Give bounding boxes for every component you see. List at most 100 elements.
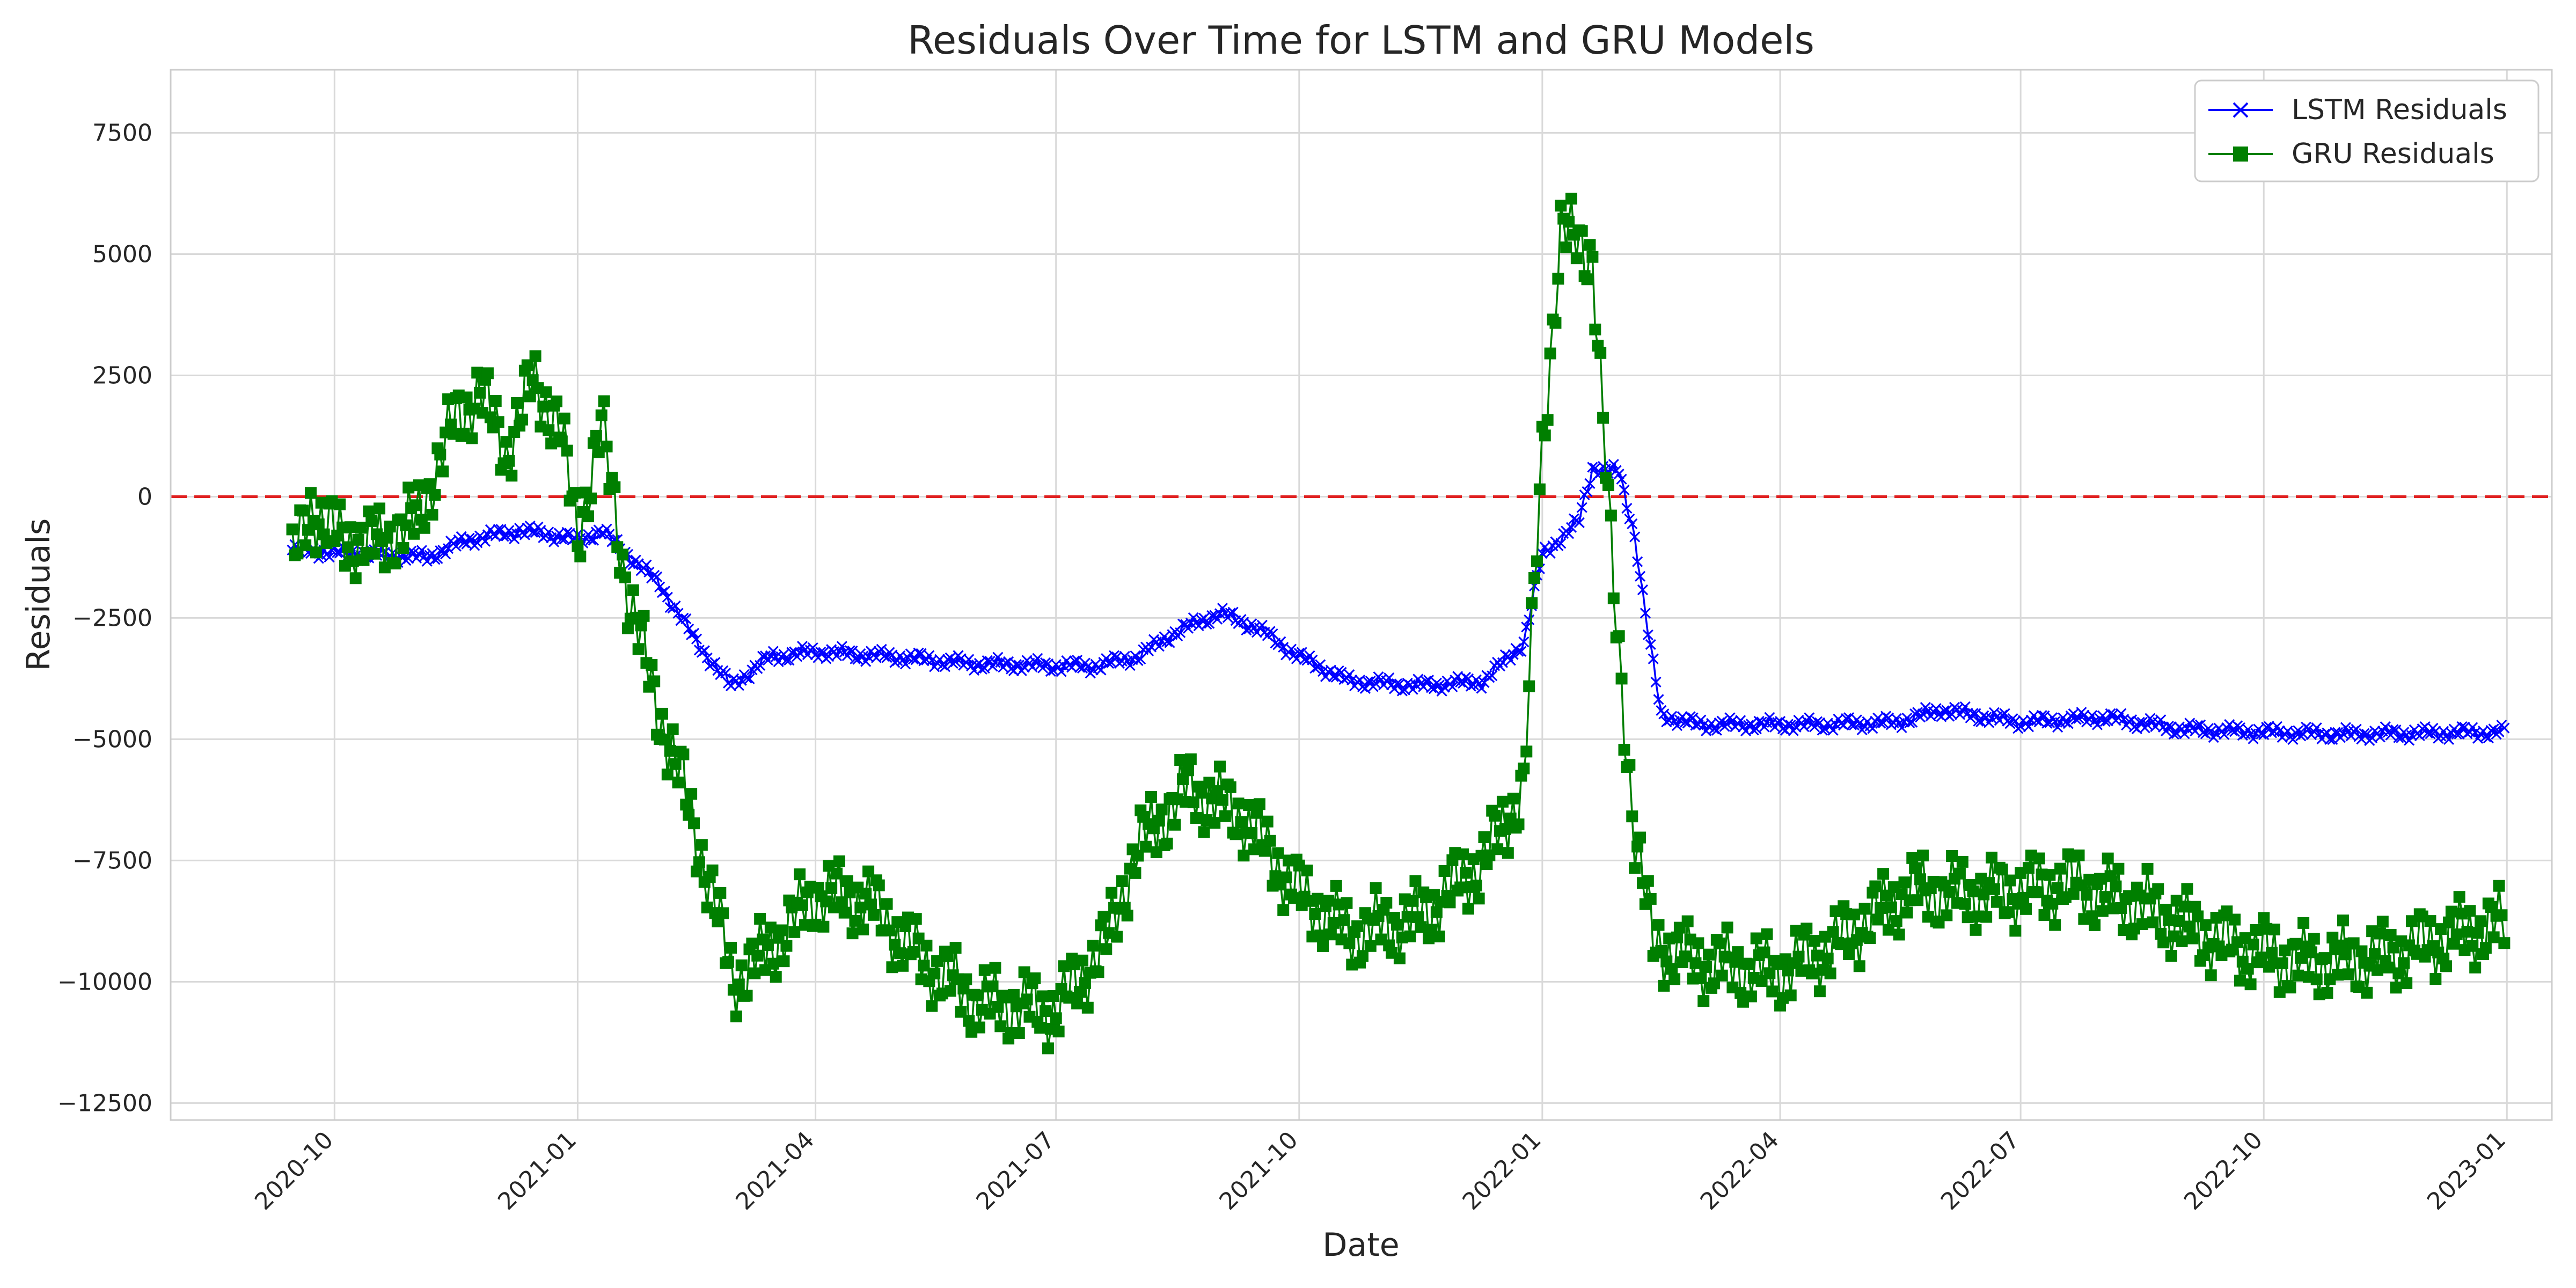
data-point-x-marker [2287, 734, 2299, 745]
y-axis-label: Residuals [20, 518, 57, 671]
data-point-x-marker [548, 536, 560, 547]
data-point-square-marker [1235, 816, 1247, 828]
data-point-square-marker [1885, 901, 1897, 913]
data-point-x-marker [556, 533, 567, 545]
data-point-square-marker [312, 518, 325, 531]
data-point-x-marker [1256, 619, 1268, 631]
data-point-square-marker [931, 955, 943, 967]
data-point-square-marker [489, 395, 502, 407]
data-point-square-marker [2157, 936, 2170, 949]
data-point-square-marker [920, 939, 933, 952]
data-point-x-marker [844, 645, 855, 656]
data-point-x-marker [755, 660, 766, 671]
data-point-square-marker [817, 920, 830, 933]
data-point-square-marker [764, 921, 777, 934]
data-point-x-marker [1959, 701, 1971, 713]
data-point-square-marker [1314, 930, 1327, 942]
data-point-x-marker [1175, 627, 1186, 638]
data-point-square-marker [2199, 919, 2212, 931]
data-point-square-marker [2292, 969, 2304, 982]
data-point-square-marker [1869, 880, 1882, 892]
data-point-square-marker [2096, 905, 2109, 917]
data-point-x-marker [1574, 517, 1585, 529]
data-point-square-marker [1473, 892, 1485, 905]
data-point-square-marker [1230, 828, 1242, 840]
data-point-x-marker [1735, 715, 1746, 726]
data-point-square-marker [2398, 957, 2410, 969]
data-point-square-marker [1092, 966, 1104, 978]
data-point-square-marker [2493, 880, 2505, 892]
data-point-square-marker [1597, 412, 1609, 424]
data-point-square-marker [1623, 759, 1636, 771]
data-point-square-marker [1634, 831, 1646, 844]
data-point-square-marker [754, 912, 766, 925]
data-point-square-marker [598, 395, 610, 407]
data-point-x-marker [1019, 662, 1030, 673]
y-tick-label: −5000 [72, 726, 152, 753]
data-point-square-marker [1565, 193, 1577, 205]
data-point-square-marker [2440, 960, 2453, 972]
data-point-square-marker [2022, 862, 2035, 874]
data-point-square-marker [1864, 932, 1876, 945]
data-point-square-marker [775, 924, 787, 936]
data-point-square-marker [1541, 414, 1554, 426]
data-point-square-marker [302, 524, 314, 536]
data-point-square-marker [1875, 902, 1887, 914]
data-point-square-marker [1758, 946, 1770, 958]
data-point-x-marker [324, 552, 335, 563]
data-point-square-marker [492, 416, 504, 428]
data-point-square-marker [722, 956, 735, 968]
data-point-square-marker [1644, 892, 1657, 905]
data-point-square-marker [1563, 216, 1575, 228]
legend-gru-label: GRU Residuals [2292, 138, 2494, 170]
data-point-square-marker [992, 1001, 1004, 1013]
data-point-square-marker [1962, 911, 1974, 924]
plot-area-background [171, 70, 2552, 1120]
data-point-square-marker [363, 505, 375, 517]
data-point-square-marker [408, 528, 420, 540]
data-point-square-marker [1766, 985, 1779, 998]
data-point-x-marker [2194, 719, 2206, 730]
data-point-x-marker [781, 655, 792, 666]
data-point-square-marker [1695, 972, 1707, 984]
data-point-square-marker [1496, 795, 1509, 808]
data-point-x-marker [2039, 710, 2050, 721]
data-point-square-marker [2033, 852, 2045, 865]
data-point-square-marker [2213, 940, 2225, 953]
data-point-square-marker [1219, 810, 1231, 822]
data-point-square-marker [1209, 817, 1221, 829]
data-point-square-marker [1155, 803, 1168, 816]
data-point-x-marker [688, 627, 700, 639]
data-point-x-marker [2023, 721, 2035, 733]
data-point-x-marker [1774, 716, 1786, 727]
data-point-square-marker [2162, 914, 2175, 926]
data-point-square-marker [1906, 852, 1919, 864]
data-point-x-marker [1909, 708, 1921, 720]
data-point-x-marker [1804, 712, 1815, 723]
data-point-square-marker [1941, 909, 1953, 921]
data-point-x-marker [2155, 714, 2167, 726]
data-point-square-marker [2086, 910, 2098, 923]
data-point-square-marker [305, 487, 317, 499]
data-point-square-marker [2044, 869, 2056, 881]
data-point-x-marker [2467, 722, 2478, 733]
data-point-x-marker [1967, 708, 1979, 719]
data-point-square-marker [1914, 873, 1927, 885]
data-point-square-marker [2392, 967, 2405, 979]
data-point-square-marker [1631, 840, 1644, 853]
data-point-square-marker [2297, 917, 2310, 929]
data-point-x-marker [1751, 723, 1762, 735]
data-point-square-marker [2189, 901, 2201, 913]
data-point-square-marker [619, 571, 632, 583]
data-point-square-marker [2234, 975, 2246, 987]
data-point-x-marker [1003, 656, 1014, 667]
data-point-square-marker [1893, 928, 1905, 941]
data-point-square-marker [1652, 919, 1665, 931]
data-point-square-marker [344, 521, 356, 533]
y-tick-label: 7500 [92, 120, 152, 147]
data-point-square-marker [865, 898, 877, 911]
data-point-x-marker [794, 647, 806, 658]
data-point-square-marker [994, 1020, 1007, 1033]
data-point-square-marker [2424, 915, 2436, 927]
data-point-square-marker [1692, 937, 1704, 949]
